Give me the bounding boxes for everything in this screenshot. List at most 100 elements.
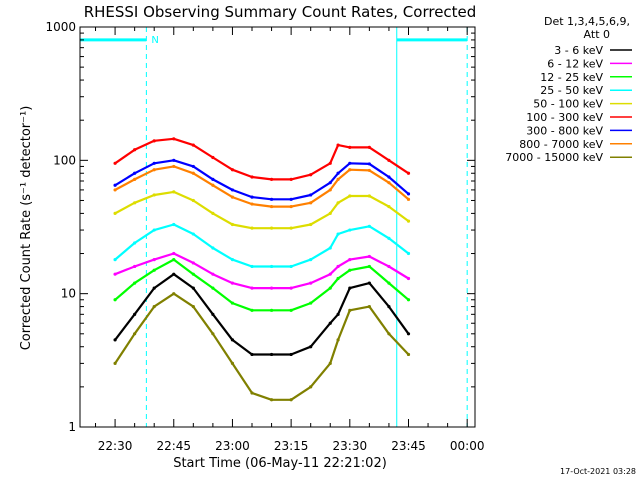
series-8-point-13	[348, 308, 352, 312]
series-3-point-3	[172, 222, 176, 227]
series-2-point-6	[230, 301, 235, 305]
series-3-point-8	[269, 264, 274, 269]
series-4-point-12	[336, 201, 340, 205]
series-2-point-0	[113, 298, 117, 302]
series-3-point-4	[191, 232, 195, 236]
series-7-point-0	[113, 188, 117, 192]
x-axis-label: Start Time (06-May-11 22:21:02)	[173, 456, 387, 471]
x-tick-label-1: 22:45	[156, 439, 191, 453]
y-tick-label-1: 10	[61, 287, 76, 301]
series-4-point-8	[269, 226, 274, 230]
series-2-point-15	[387, 281, 391, 285]
series-3-point-16	[406, 251, 411, 256]
series-1-point-8	[269, 286, 274, 290]
series-0-point-1	[133, 312, 137, 316]
series-8-point-15	[387, 332, 391, 336]
series-2-point-12	[336, 276, 340, 281]
legend-label-1: 6 - 12 keV	[547, 57, 603, 70]
series-7-point-14	[367, 168, 371, 173]
series-5-point-5	[211, 155, 215, 160]
series-0-point-8	[269, 352, 274, 357]
detector-info-line-2: Att 0	[584, 28, 610, 41]
legend-label-0: 3 - 6 keV	[554, 44, 603, 57]
series-0-point-16	[406, 332, 411, 336]
series-2-point-16	[406, 298, 411, 302]
series-1-point-11	[328, 272, 332, 276]
series-0-point-0	[113, 338, 117, 342]
series-7-point-8	[269, 204, 274, 209]
series-6-point-7	[250, 195, 254, 199]
series-5-point-10	[309, 173, 313, 177]
series-1-point-3	[172, 251, 176, 256]
series-8-point-4	[191, 304, 195, 309]
series-2-point-9	[289, 308, 293, 312]
x-tick-label-4: 23:30	[333, 439, 368, 453]
series-7-point-5	[211, 183, 215, 187]
chart-title: RHESSI Observing Summary Count Rates, Co…	[84, 3, 477, 21]
series-2-point-3	[172, 258, 176, 262]
series-0-point-15	[387, 304, 391, 309]
legend-label-5: 100 - 300 keV	[526, 111, 603, 124]
series-5-point-11	[328, 161, 332, 165]
series-1-point-12	[336, 264, 340, 269]
series-3-point-2	[152, 228, 156, 232]
series-1-point-4	[191, 261, 195, 265]
series-3-point-1	[133, 241, 137, 245]
series-0-point-5	[211, 312, 215, 316]
series-4-point-11	[328, 211, 332, 215]
series-1-point-14	[367, 254, 371, 259]
series-6-point-3	[172, 158, 176, 162]
series-2-point-2	[152, 268, 156, 272]
series-6-point-16	[406, 192, 411, 196]
timestamp: 17-Oct-2021 03:28	[560, 467, 636, 476]
series-7-point-4	[191, 171, 195, 175]
series-5-point-16	[406, 171, 411, 175]
series-4-point-0	[113, 211, 117, 215]
series-0-point-9	[289, 352, 293, 357]
series-5-point-8	[269, 177, 274, 181]
series-0-point-6	[230, 338, 235, 342]
legend-label-4: 50 - 100 keV	[533, 98, 603, 111]
series-7-point-15	[387, 181, 391, 185]
axes: 22:30 22:45 23:00 23:15 23:30 23:45 00:00 1 10 10…	[45, 20, 484, 453]
series-1-point-6	[230, 281, 235, 285]
series-5-point-9	[289, 177, 293, 181]
series-6-point-4	[191, 164, 195, 169]
series-6-point-2	[152, 161, 156, 165]
series-5-point-2	[152, 139, 156, 143]
series-0-point-10	[309, 345, 313, 349]
detector-info-line-1: Det 1,3,4,5,6,9,	[544, 15, 630, 28]
legend-label-3: 25 - 50 keV	[540, 84, 603, 97]
series-8-point-12	[336, 338, 340, 342]
series-1-point-7	[250, 286, 254, 290]
x-tick-label-5: 23:45	[391, 439, 426, 453]
series-1-point-5	[211, 272, 215, 276]
series-6-point-8	[269, 197, 274, 201]
series-7-point-1	[133, 177, 137, 181]
series-3-point-7	[250, 264, 254, 269]
series-4-point-2	[152, 193, 156, 197]
plot-frame	[79, 26, 476, 428]
series-7-point-11	[328, 188, 332, 192]
series-3-point-13	[348, 228, 352, 232]
series-8-point-8	[269, 398, 274, 402]
series-4-point-6	[230, 222, 235, 227]
x-tick-label-3: 23:15	[274, 439, 309, 453]
series-3-point-10	[309, 258, 313, 262]
series-7-point-16	[406, 197, 411, 201]
series-4-point-5	[211, 211, 215, 215]
series-5-point-14	[367, 145, 371, 150]
series-1-point-1	[133, 264, 137, 269]
series-1-point-2	[152, 258, 156, 262]
series-6-point-14	[367, 162, 371, 166]
series-1-point-10	[309, 281, 313, 285]
series-8-point-7	[250, 391, 254, 395]
series-6-point-0	[113, 183, 117, 187]
series-8-point-14	[367, 304, 371, 309]
series-7-point-2	[152, 168, 156, 172]
series-2-point-7	[250, 308, 254, 312]
series-3-point-11	[328, 246, 332, 250]
series-2-point-5	[211, 286, 215, 290]
